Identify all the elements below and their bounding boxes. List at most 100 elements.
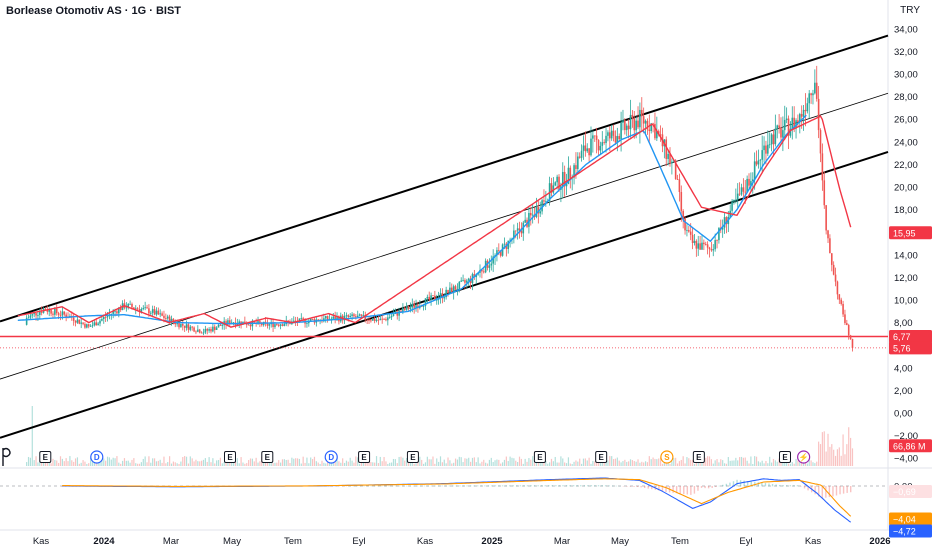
macd-histogram-bar bbox=[835, 486, 838, 496]
horizontal-levels[interactable] bbox=[0, 335, 888, 349]
price-tick-label: 2,00 bbox=[894, 386, 913, 397]
macd-indicator: 0,00 bbox=[0, 477, 913, 523]
volume-bar bbox=[513, 458, 515, 466]
candle-body bbox=[104, 316, 107, 318]
candle-body bbox=[249, 324, 252, 327]
event-markers[interactable]: E D E E D E E E E S E E ⚡ bbox=[39, 450, 811, 464]
macd-histogram-bar bbox=[572, 485, 575, 487]
macd-histogram-bar bbox=[597, 485, 600, 487]
macd-histogram-bar bbox=[494, 485, 497, 487]
volume-bar bbox=[703, 460, 705, 466]
volume-bar bbox=[56, 460, 58, 466]
macd-histogram-bar bbox=[839, 486, 841, 495]
candle-body bbox=[516, 228, 519, 231]
price-tick-label: 4,00 bbox=[894, 363, 913, 374]
time-tick-label: Eyl bbox=[739, 536, 752, 547]
trend-channel[interactable] bbox=[0, 34, 889, 439]
event-marker-label: D bbox=[94, 453, 100, 462]
volume-bar bbox=[366, 460, 368, 466]
volume-bar bbox=[818, 441, 820, 466]
candle-body bbox=[610, 130, 613, 139]
volume-bar bbox=[549, 462, 551, 466]
candle-body bbox=[787, 118, 790, 136]
candle-body bbox=[168, 316, 171, 323]
time-axis[interactable]: Kas 2024 Mar May Tem Eyl Kas 2025 Mar May Tem Eyl Ka… bbox=[33, 536, 891, 547]
volume-bar bbox=[714, 460, 716, 466]
volume-bar bbox=[216, 460, 218, 466]
macd-histogram-bar bbox=[480, 485, 482, 487]
macd-histogram-bar bbox=[697, 486, 699, 491]
candle-body bbox=[159, 313, 162, 315]
candle-body bbox=[774, 128, 777, 145]
volume-bar bbox=[255, 457, 257, 466]
candle-body bbox=[272, 322, 274, 328]
candle-body bbox=[430, 295, 432, 300]
volume-bar bbox=[279, 462, 282, 466]
candle-body bbox=[332, 316, 335, 319]
candle-body bbox=[492, 256, 494, 264]
volume-bar bbox=[112, 457, 114, 466]
volume-bar bbox=[208, 457, 210, 466]
candle-body bbox=[276, 324, 278, 325]
macd-histogram-bar bbox=[452, 485, 454, 487]
candle-body bbox=[375, 319, 378, 321]
volume-bar bbox=[716, 459, 718, 466]
candle-body bbox=[580, 150, 583, 158]
candle-body bbox=[644, 120, 647, 124]
volume-bar bbox=[733, 460, 735, 466]
volume-bar bbox=[398, 456, 400, 466]
volume-bar bbox=[614, 458, 617, 466]
volume-bar bbox=[146, 462, 148, 466]
candle-body bbox=[149, 312, 152, 314]
price-badges: 15,95 6,775,76 66,86 M −0,69 −4,04 −4,72 bbox=[889, 226, 932, 538]
candle-body bbox=[447, 289, 449, 293]
macd-histogram-bar bbox=[729, 482, 731, 487]
volume-bar bbox=[558, 462, 560, 466]
volume-bar bbox=[251, 458, 253, 466]
candle-body bbox=[274, 324, 276, 328]
volume-bar bbox=[791, 462, 793, 466]
volume-bar bbox=[556, 462, 558, 466]
volume-bar bbox=[129, 462, 131, 466]
price-axis[interactable]: 34,00 32,00 30,00 28,00 26,00 24,00 22,00 20,00… bbox=[894, 24, 918, 464]
macd-histogram-bar bbox=[491, 485, 493, 487]
volume-bar bbox=[150, 462, 152, 466]
candle-body bbox=[55, 308, 58, 314]
macd-histogram-bar bbox=[576, 485, 578, 487]
candle-body bbox=[392, 313, 395, 316]
volume-bar bbox=[488, 459, 491, 466]
candle-body bbox=[61, 311, 64, 316]
volume-bar bbox=[582, 458, 585, 466]
volume-bar bbox=[844, 454, 846, 466]
volume-bar bbox=[780, 460, 782, 466]
dividend-marker-icon bbox=[90, 450, 104, 464]
volume-bar bbox=[524, 458, 526, 466]
candle-body bbox=[810, 93, 812, 96]
candle-body bbox=[345, 315, 348, 317]
volume-bar bbox=[693, 463, 696, 466]
volume-bar bbox=[259, 461, 261, 466]
volume-bar bbox=[263, 461, 265, 466]
volume-bar bbox=[246, 463, 248, 466]
volume-bar bbox=[298, 458, 301, 466]
volume-bar bbox=[33, 460, 35, 466]
volume-bar bbox=[609, 456, 611, 466]
macd-histogram-bar bbox=[782, 485, 784, 487]
candle-body bbox=[701, 242, 703, 250]
volume-bar bbox=[272, 463, 274, 466]
volume-bar bbox=[202, 459, 205, 466]
volume-bar bbox=[618, 460, 620, 466]
candle-body bbox=[39, 311, 41, 316]
volume-bar bbox=[641, 461, 643, 466]
volume-bar bbox=[676, 463, 679, 466]
candle-body bbox=[612, 130, 615, 136]
volume-bar bbox=[137, 463, 139, 466]
volume-bar bbox=[445, 463, 447, 466]
macd-histogram-bar bbox=[448, 485, 451, 487]
candle-body bbox=[257, 321, 259, 324]
candle-body bbox=[565, 184, 568, 187]
flag-icon[interactable] bbox=[2, 447, 11, 466]
candle-body bbox=[767, 144, 769, 154]
candle-body bbox=[202, 332, 205, 334]
